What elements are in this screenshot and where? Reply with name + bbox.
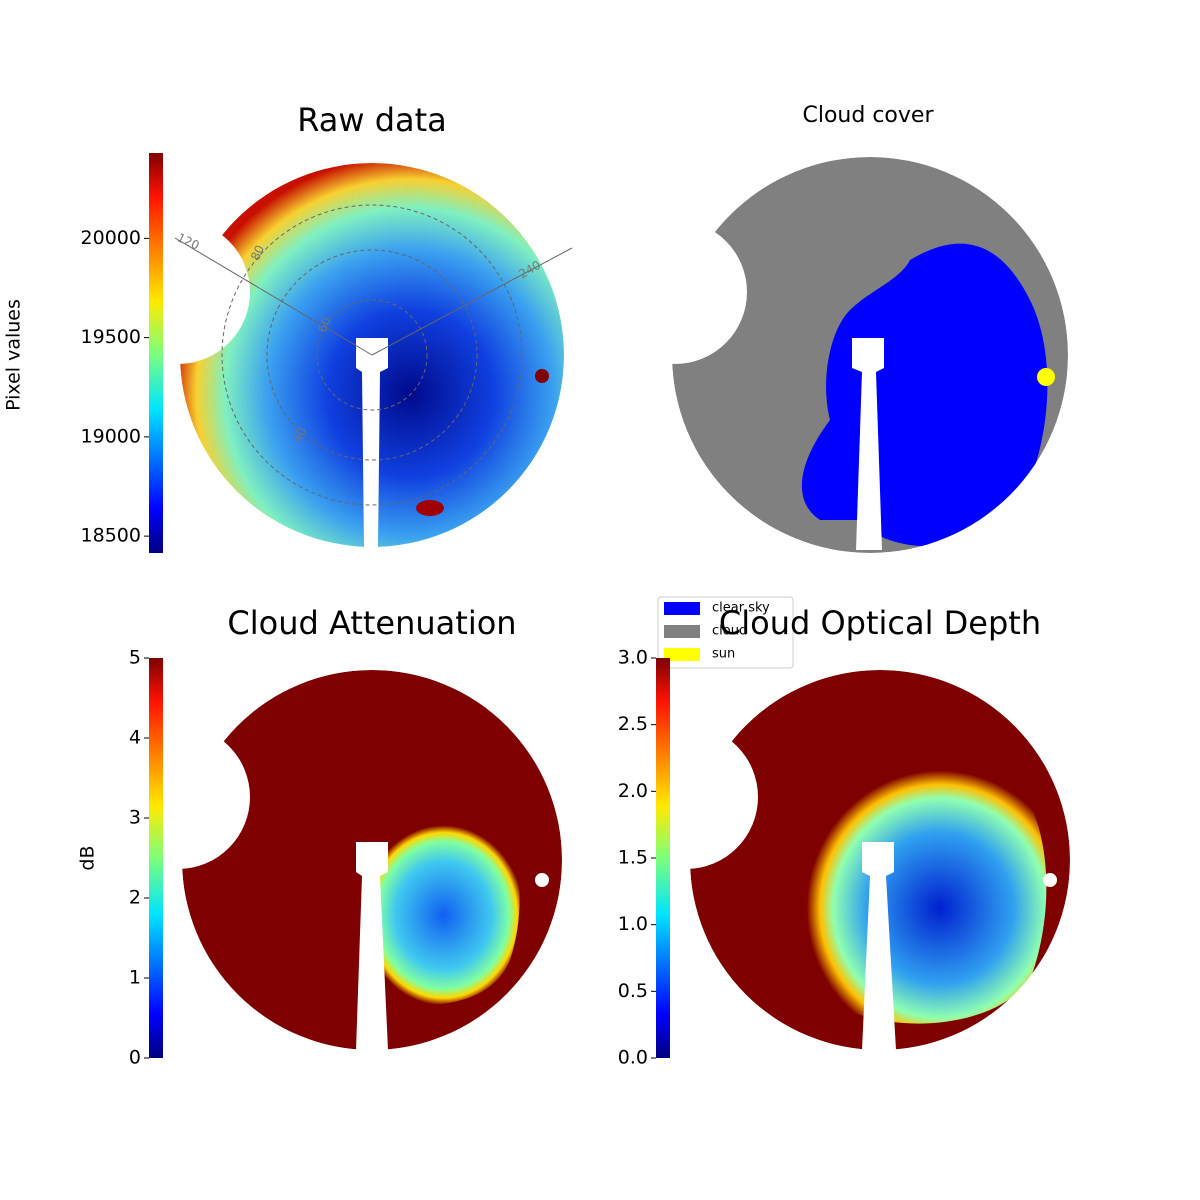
colorbar-tick-label: 0.5 xyxy=(618,980,648,1002)
attenuation-image xyxy=(182,670,562,1050)
legend-label: cloud xyxy=(712,624,747,639)
legend-label: clear sky xyxy=(712,601,770,616)
legend-swatch xyxy=(664,648,700,661)
colorbar xyxy=(656,658,670,1058)
polar-label: 60 xyxy=(315,315,334,335)
panel-title: Cloud Attenuation xyxy=(227,604,516,642)
polar-label: 80 xyxy=(248,243,267,263)
colorbar-tick-label: 19500 xyxy=(81,326,141,348)
optical-depth-image xyxy=(690,670,1070,1050)
panel-title: Cloud cover xyxy=(803,103,935,128)
colorbar-tick-label: 3.0 xyxy=(618,647,648,669)
colorbar-tick-label: 5 xyxy=(129,647,141,669)
colorbar-tick-label: 2.5 xyxy=(618,713,648,735)
colorbar-tick-label: 2 xyxy=(129,887,141,909)
colorbar-tick-label: 18500 xyxy=(81,525,141,547)
colorbar-tick-label: 1.5 xyxy=(618,847,648,869)
panel-title: Cloud Optical Depth xyxy=(719,604,1041,642)
colorbar-tick-label: 0 xyxy=(129,1047,141,1069)
colorbar-tick-label: 3 xyxy=(129,807,141,829)
colorbar-tick-label: 2.0 xyxy=(618,780,648,802)
colorbar-label: dB xyxy=(77,845,99,870)
colorbar xyxy=(149,153,163,553)
colorbar-tick-label: 0.0 xyxy=(618,1047,648,1069)
legend-swatch xyxy=(664,602,700,615)
polar-grid xyxy=(174,204,573,506)
colorbar-tick-label: 4 xyxy=(129,727,141,749)
polar-label: 120 xyxy=(175,230,202,252)
colorbar xyxy=(149,658,163,1058)
polar-label: 40 xyxy=(290,425,309,445)
panel-title: Raw data xyxy=(297,101,447,139)
colorbar-tick-label: 20000 xyxy=(81,227,141,249)
colorbar-tick-label: 1.0 xyxy=(618,913,648,935)
colorbar-tick-label: 19000 xyxy=(81,425,141,447)
legend-label: sun xyxy=(712,647,735,662)
legend-swatch xyxy=(664,625,700,638)
colorbar-tick-label: 1 xyxy=(129,967,141,989)
colorbar-label: Pixel values xyxy=(3,299,25,411)
cloud-cover-image xyxy=(672,157,1068,553)
